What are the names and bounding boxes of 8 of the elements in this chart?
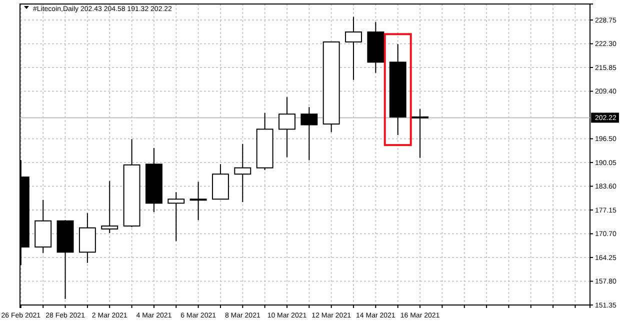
candlestick <box>234 143 252 203</box>
candlestick <box>101 180 118 234</box>
candlestick <box>278 96 296 158</box>
candlestick <box>168 192 185 242</box>
candlestick <box>412 108 428 158</box>
candlestick <box>190 181 207 221</box>
candlestick <box>345 16 362 80</box>
candlestick <box>300 106 318 161</box>
